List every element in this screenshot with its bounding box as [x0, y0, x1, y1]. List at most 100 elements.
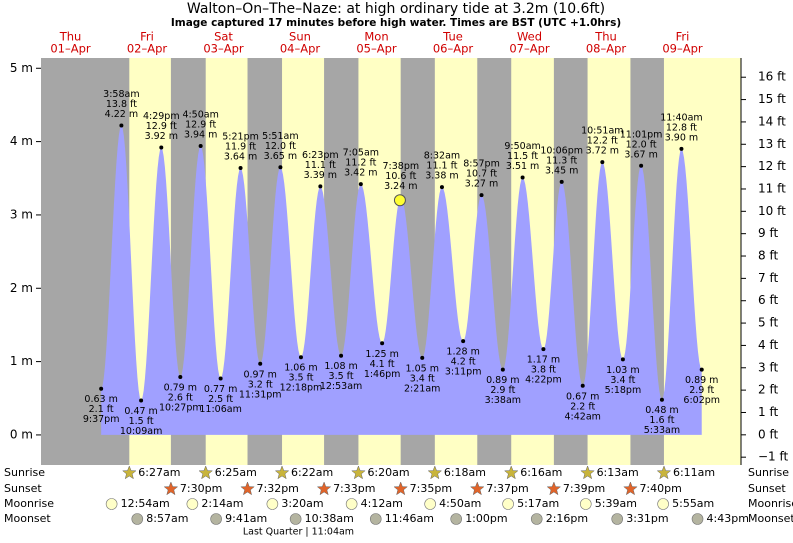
tide-label: 1.08 m — [324, 361, 357, 372]
row-label: Moonrise — [4, 497, 54, 510]
day-name: Tue — [442, 30, 463, 44]
sunrise-time: 6:20am — [367, 466, 409, 479]
tide-label: 13.8 ft — [106, 99, 137, 110]
tide-point — [119, 123, 124, 128]
sun-icon — [393, 481, 408, 496]
tide-label: 12.8 ft — [666, 122, 697, 133]
tide-area — [101, 125, 702, 435]
sun-icon — [351, 465, 366, 480]
sun-icon — [240, 481, 255, 496]
sunset-time: 7:37pm — [486, 482, 528, 495]
tide-label: 3.67 m — [624, 149, 657, 160]
moonrise-time: 2:14am — [201, 497, 243, 510]
sunrise-time: 6:16am — [520, 466, 562, 479]
sunrise-time: 6:27am — [138, 466, 180, 479]
tide-label: 6:23pm — [302, 150, 339, 161]
tide-point — [659, 397, 664, 402]
row-label: Sunrise — [4, 466, 45, 479]
sun-icon — [427, 465, 443, 480]
y2-tick-label: 7 ft — [758, 271, 778, 285]
day-name: Thu — [59, 30, 82, 44]
tide-label: 4.1 ft — [370, 359, 395, 370]
tide-label: 7:38pm — [383, 161, 420, 172]
tide-point — [358, 182, 363, 187]
tide-label: 0.77 m — [204, 384, 237, 395]
y2-tick-label: 0 ft — [758, 427, 778, 441]
y2-tick-label: 12 ft — [758, 159, 786, 173]
tide-label: 2.5 ft — [208, 394, 233, 405]
row-label: Moonset — [748, 512, 793, 525]
tide-label: 11:31pm — [239, 389, 282, 400]
tide-label: 1.17 m — [527, 355, 560, 366]
tide-label: 10:09am — [120, 426, 162, 437]
chart-subtitle: Image captured 17 minutes before high wa… — [171, 17, 621, 29]
tide-label: 3.4 ft — [610, 375, 635, 386]
sunset-time: 7:35pm — [410, 482, 452, 495]
sun-icon — [580, 465, 595, 480]
day-name: Mon — [364, 30, 388, 44]
tide-label: 3:38am — [485, 395, 521, 406]
sun-icon — [503, 465, 519, 480]
moonset-time: 2:16pm — [546, 512, 588, 525]
tide-point — [380, 341, 385, 346]
sunset-time: 7:32pm — [257, 482, 299, 495]
moonset-icon — [210, 513, 222, 525]
moonrise-icon — [502, 498, 514, 510]
y2-tick-label: 11 ft — [758, 181, 786, 195]
moonset-icon — [691, 513, 704, 525]
tide-label: 3.65 m — [264, 151, 297, 162]
tide-label: 11.2 ft — [345, 158, 376, 169]
tide-label: 3.5 ft — [329, 371, 354, 382]
tide-label: 0.89 m — [486, 375, 519, 386]
day-date: 09–Apr — [662, 42, 703, 56]
tide-label: 12.9 ft — [185, 120, 216, 131]
moonrise-time: 5:39am — [595, 497, 637, 510]
tide-label: 10:51am — [581, 126, 623, 137]
day-name: Wed — [517, 30, 542, 44]
tide-label: 0.79 m — [164, 383, 197, 394]
moonset-icon — [131, 513, 144, 525]
tide-point — [139, 398, 144, 403]
tide-label: 2.9 ft — [490, 385, 515, 396]
day-date: 04–Apr — [280, 42, 321, 56]
tide-point — [699, 367, 704, 372]
y-tick-label: 4 m — [10, 134, 33, 148]
tide-label: 11.1 ft — [426, 161, 457, 172]
day-date: 06–Apr — [433, 42, 474, 56]
tide-label: 0.97 m — [243, 369, 276, 380]
tide-label: 8:57pm — [463, 159, 500, 170]
tide-label: 2.1 ft — [89, 404, 114, 415]
tide-label: 10:06pm — [540, 145, 583, 156]
tide-label: 0.63 m — [84, 394, 117, 405]
sunrise-time: 6:18am — [444, 466, 486, 479]
moonset-time: 1:00pm — [465, 512, 507, 525]
tide-label: 5:33am — [644, 425, 680, 436]
day-name: Thu — [594, 30, 617, 44]
tide-label: 3.2 ft — [248, 379, 273, 390]
moonrise-time: 4:50am — [439, 497, 481, 510]
tide-label: 11:06am — [199, 404, 241, 415]
tide-label: 1.28 m — [446, 347, 479, 358]
tide-point — [278, 165, 283, 170]
current-level — [393, 194, 406, 207]
tide-label: 3:58am — [103, 89, 139, 100]
tide-label: 11:01pm — [620, 129, 663, 140]
tide-label: 10.7 ft — [466, 169, 497, 180]
tide-point — [580, 383, 585, 388]
tide-label: 3:11pm — [445, 367, 482, 378]
moonrise-icon — [266, 498, 279, 510]
row-label: Sunset — [748, 482, 786, 495]
tide-label: 3.4 ft — [410, 373, 435, 384]
tide-label: 0.47 m — [124, 406, 157, 417]
tide-label: 3.92 m — [145, 131, 178, 142]
tide-label: 0.48 m — [645, 405, 678, 416]
tide-label: 3.24 m — [384, 181, 417, 192]
y2-tick-label: 3 ft — [758, 360, 778, 374]
row-label: Moonset — [4, 512, 51, 525]
tide-label: 1.05 m — [406, 363, 439, 374]
sunrise-time: 6:22am — [291, 466, 333, 479]
tide-label: 11.9 ft — [225, 142, 256, 153]
sunset-time: 7:33pm — [333, 482, 375, 495]
y2-tick-label: 4 ft — [758, 338, 778, 352]
sunrise-time: 6:11am — [673, 466, 715, 479]
